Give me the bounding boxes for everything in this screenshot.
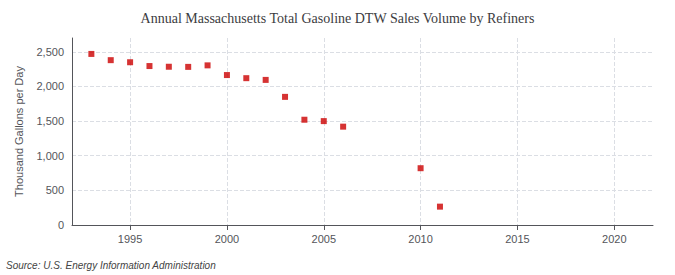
svg-text:2020: 2020 [602, 233, 626, 245]
svg-text:0: 0 [58, 219, 64, 231]
svg-text:Thousand Gallons per Day: Thousand Gallons per Day [13, 66, 25, 197]
svg-text:Annual Massachusetts Total Gas: Annual Massachusetts Total Gasoline DTW … [141, 11, 535, 26]
svg-text:500: 500 [46, 184, 64, 196]
svg-text:Source: U.S. Energy Informatio: Source: U.S. Energy Information Administ… [6, 260, 216, 271]
svg-text:2000: 2000 [215, 233, 239, 245]
svg-text:2010: 2010 [408, 233, 432, 245]
svg-text:1,500: 1,500 [36, 115, 64, 127]
svg-text:1,000: 1,000 [36, 150, 64, 162]
svg-text:2015: 2015 [505, 233, 529, 245]
svg-text:2,500: 2,500 [36, 46, 64, 58]
svg-text:1995: 1995 [118, 233, 142, 245]
svg-text:2,000: 2,000 [36, 80, 64, 92]
svg-text:2005: 2005 [312, 233, 336, 245]
